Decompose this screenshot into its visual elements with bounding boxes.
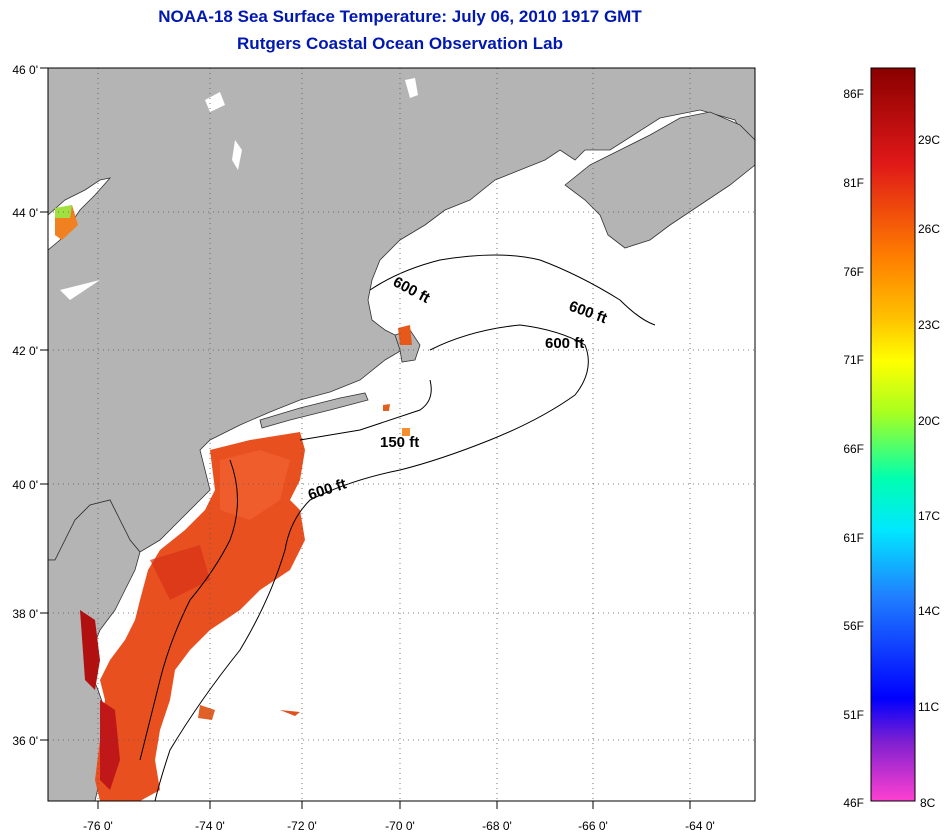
lon-tick-label: -76 0'	[83, 819, 113, 833]
land-long-island	[259, 392, 369, 429]
fahrenheit-label: 66F	[843, 442, 864, 456]
fahrenheit-label: 71F	[843, 353, 864, 367]
celsius-label: 11C	[918, 700, 939, 714]
contour-label: 150 ft	[380, 434, 419, 451]
lat-tick-label: 42 0'	[12, 344, 38, 358]
lon-tick-label: -74 0'	[195, 819, 225, 833]
colorbar: 86F 81F 76F 71F 66F 61F 56F 51F 46F 29C …	[843, 67, 940, 810]
celsius-label: 20C	[918, 414, 940, 428]
lon-tick-label: -68 0'	[482, 819, 512, 833]
map-frame	[47, 67, 756, 802]
fahrenheit-label: 61F	[843, 531, 864, 545]
lat-tick-label: 36 0'	[12, 734, 38, 748]
lat-tick-label: 40 0'	[12, 478, 38, 492]
fahrenheit-label: 56F	[843, 619, 864, 633]
lon-tick-label: -64 0'	[685, 819, 715, 833]
celsius-label: 23C	[918, 318, 940, 332]
fahrenheit-label: 46F	[843, 796, 864, 810]
contour-label: 600 ft	[545, 335, 584, 352]
lon-tick-label: -70 0'	[385, 819, 415, 833]
celsius-label: 29C	[918, 133, 940, 147]
sst-data-layer	[55, 205, 412, 801]
fahrenheit-label: 86F	[843, 87, 864, 101]
celsius-label: 8C	[920, 796, 936, 810]
fahrenheit-label: 76F	[843, 265, 864, 279]
map-subtitle: Rutgers Coastal Ocean Observation Lab	[237, 34, 563, 53]
lat-tick-label: 38 0'	[12, 607, 38, 621]
land-nova-scotia	[564, 111, 755, 249]
lon-tick-label: -72 0'	[287, 819, 317, 833]
depth-contours	[139, 254, 656, 801]
fahrenheit-label: 81F	[843, 176, 864, 190]
lat-tick-label: 46 0'	[12, 63, 38, 77]
graticule	[48, 68, 755, 801]
lat-tick-label: 44 0'	[12, 206, 38, 220]
colorbar-gradient	[870, 67, 916, 802]
celsius-label: 17C	[918, 509, 940, 523]
fahrenheit-label: 51F	[843, 708, 864, 722]
celsius-label: 26C	[918, 222, 940, 236]
celsius-label: 14C	[918, 604, 940, 618]
lon-tick-label: -66 0'	[578, 819, 608, 833]
map-title: NOAA-18 Sea Surface Temperature: July 06…	[158, 7, 642, 26]
